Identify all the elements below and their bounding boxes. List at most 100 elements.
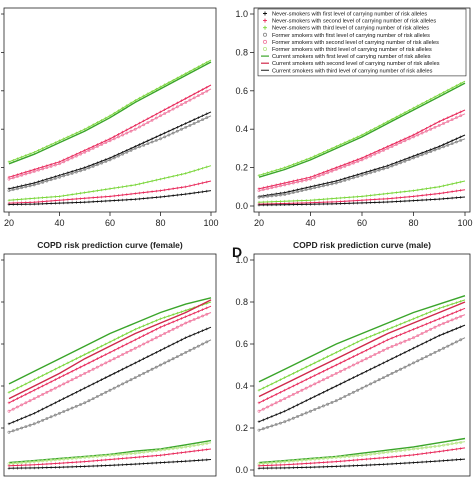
series-point [125, 198, 129, 202]
series-point [369, 355, 372, 359]
series-point [87, 196, 91, 200]
series-point [322, 465, 325, 469]
series-point [70, 359, 74, 363]
series-point [257, 388, 261, 392]
series-point [133, 146, 137, 150]
series-point [45, 466, 49, 469]
series-point [142, 123, 146, 127]
chart-panel-bottom-right: COPD risk prediction curve (male) D 0.0 0.2… [232, 240, 471, 477]
series-point [154, 112, 158, 116]
series-point [180, 99, 183, 103]
series-point [437, 185, 441, 189]
series-point [176, 311, 179, 315]
series-line [258, 82, 466, 178]
series-point [459, 338, 463, 342]
series-point [37, 420, 40, 424]
series-point [399, 113, 402, 117]
series-point [386, 192, 390, 195]
series-point [352, 176, 355, 180]
series-point [437, 450, 441, 453]
series-point [146, 196, 150, 200]
series-point [138, 326, 141, 329]
series-point [159, 114, 162, 118]
series-point [317, 465, 321, 469]
series-point [79, 460, 82, 464]
series-line [8, 339, 212, 433]
series-point [334, 197, 338, 200]
series-point [334, 371, 338, 375]
series-point [394, 162, 398, 166]
series-point [180, 310, 183, 314]
series-point [283, 166, 287, 169]
series-point [146, 340, 150, 344]
series-point [382, 463, 385, 466]
series-point [330, 202, 334, 206]
series-point [91, 123, 95, 127]
series-point [437, 192, 441, 195]
series-point [45, 145, 49, 148]
legend-entry: Former smokers with third level of carry… [272, 47, 432, 53]
series-point [291, 181, 295, 185]
series-point [70, 378, 74, 382]
series-point [180, 338, 183, 342]
series-point [433, 186, 437, 189]
series-point [7, 401, 11, 405]
series-point [322, 197, 325, 201]
series-point [49, 380, 53, 384]
series-point [167, 314, 171, 318]
series-point [373, 152, 377, 156]
series-point [399, 341, 403, 345]
series-point [313, 374, 317, 377]
series-point [446, 190, 450, 194]
series-point [313, 382, 317, 386]
series-point [309, 384, 312, 388]
series-point [429, 353, 433, 356]
series-point [317, 406, 321, 410]
series-point [188, 184, 192, 188]
series-point [184, 125, 188, 129]
series-point [16, 187, 19, 191]
series-point [154, 461, 158, 465]
series-point [49, 164, 53, 168]
series-point [274, 380, 278, 384]
series-point [121, 185, 124, 189]
plot-frame [3, 7, 217, 213]
series-point [192, 346, 196, 350]
series-point [352, 199, 355, 203]
series-point [455, 340, 458, 344]
series-point [352, 363, 355, 367]
series-point [317, 174, 321, 178]
series-point [150, 367, 154, 371]
series-point [146, 355, 150, 358]
series-point [399, 353, 402, 356]
series-point [360, 198, 364, 202]
series-point [83, 127, 87, 131]
series-point [304, 458, 308, 462]
series-point [70, 457, 74, 460]
series-point [317, 372, 321, 375]
series-point [377, 124, 381, 128]
series-point [279, 399, 282, 403]
series-point [91, 164, 95, 168]
series-point [197, 191, 200, 194]
series-point [321, 184, 325, 188]
series-point [163, 131, 167, 135]
series-point [437, 334, 441, 337]
series-point [364, 457, 368, 461]
series-point [296, 190, 300, 194]
series-point [37, 196, 40, 200]
chart-panel-top-right: 0.0 0.2 0.4 0.6 0.8 1.0 20 40 60 80 100 [235, 7, 473, 228]
series-point [446, 304, 450, 307]
series-point [129, 348, 133, 352]
series-point [53, 195, 57, 199]
series-point [41, 200, 44, 203]
series-point [343, 196, 347, 199]
series-point [96, 200, 99, 203]
series-point [176, 460, 179, 463]
series-point [292, 466, 295, 469]
series-point [455, 116, 458, 120]
series-point [309, 409, 312, 413]
series-point [150, 321, 154, 324]
series-point [129, 129, 133, 133]
series-point [146, 92, 150, 95]
